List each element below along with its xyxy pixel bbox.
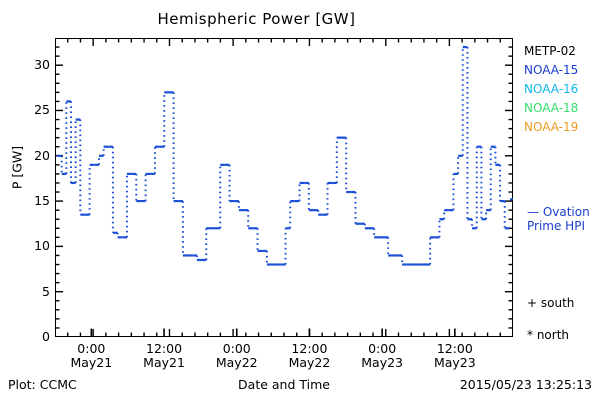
legend-item-noaa-15[interactable]: NOAA-15 <box>524 63 579 77</box>
x-tick-time: 12:00 <box>436 341 473 356</box>
y-tick-label: 5 <box>42 283 50 299</box>
x-tick-date: May23 <box>361 355 404 370</box>
x-tick-label: 0:00 May21 <box>51 342 131 370</box>
x-tick-date: May22 <box>215 355 258 370</box>
x-axis-tick-labels: 0:00 May21 12:00 May21 0:00 May22 12:00 May22 0:… <box>55 342 513 376</box>
ovation-note-line1: — Ovation <box>527 205 590 219</box>
y-tick-label: 10 <box>34 238 50 254</box>
plot-credit: Plot: CCMC <box>8 377 77 392</box>
x-tick-time: 0:00 <box>77 341 106 356</box>
x-tick-time: 12:00 <box>146 341 183 356</box>
legend-item-noaa-19[interactable]: NOAA-19 <box>524 120 579 134</box>
x-tick-label: 12:00 May23 <box>415 342 495 370</box>
plot-area <box>55 38 513 337</box>
y-tick-label: 25 <box>34 102 50 118</box>
legend-item-metp-02[interactable]: METP-02 <box>524 44 576 58</box>
x-tick-label: 0:00 May22 <box>197 342 277 370</box>
y-tick-label: 0 <box>42 329 50 344</box>
x-tick-date: May22 <box>288 355 331 370</box>
legend-item-noaa-16[interactable]: NOAA-16 <box>524 82 579 96</box>
x-tick-label: 12:00 May21 <box>124 342 204 370</box>
timestamp: 2015/05/23 13:25:13 <box>459 377 592 392</box>
data-trace-canvas <box>55 38 513 337</box>
legend-item-noaa-18[interactable]: NOAA-18 <box>524 101 579 115</box>
y-tick-label: 30 <box>34 57 50 73</box>
x-tick-time: 0:00 <box>368 341 397 356</box>
north-marker-legend: * north <box>527 328 570 342</box>
y-tick-label: 20 <box>34 147 50 163</box>
x-axis-title: Date and Time <box>238 377 330 392</box>
south-marker-legend: + south <box>527 296 575 310</box>
x-tick-label: 12:00 May22 <box>269 342 349 370</box>
page-title: Hemispheric Power [GW] <box>157 10 356 28</box>
x-tick-date: May21 <box>143 355 185 370</box>
x-tick-time: 0:00 <box>222 341 251 356</box>
y-axis-tick-labels: 0 5 10 15 20 25 30 <box>0 38 50 343</box>
x-tick-date: May21 <box>70 355 113 370</box>
legend: METP-02 NOAA-15 NOAA-16 NOAA-18 NOAA-19 <box>524 42 600 137</box>
ovation-prime-hpi-note: — Ovation Prime HPI <box>527 205 600 233</box>
ovation-note-line2: Prime HPI <box>527 219 585 233</box>
x-tick-date: May23 <box>433 355 476 370</box>
y-tick-label: 15 <box>34 193 50 209</box>
x-tick-time: 12:00 <box>291 341 328 356</box>
x-tick-label: 0:00 May23 <box>342 342 422 370</box>
